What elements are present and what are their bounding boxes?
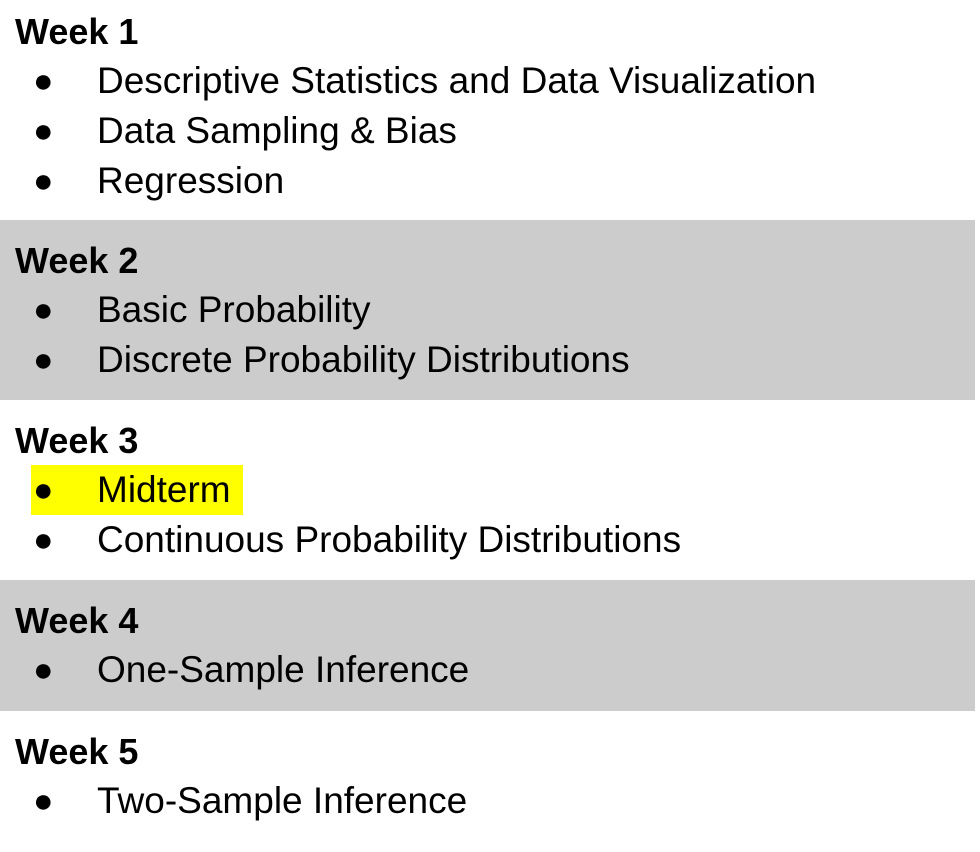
topic-label: Midterm: [97, 469, 231, 510]
topic-label: Discrete Probability Distributions: [97, 339, 630, 380]
bullet-icon: ●: [33, 62, 54, 100]
topic-label: One-Sample Inference: [97, 649, 470, 690]
topic-label: Data Sampling & Bias: [97, 110, 457, 151]
bullet-icon: ●: [33, 782, 54, 820]
week-1-section: Week 1 ● Descriptive Statistics and Data…: [0, 0, 975, 220]
topic-label: Basic Probability: [97, 289, 371, 330]
week-4-title: Week 4: [15, 600, 139, 641]
week-5-section: Week 5 ● Two-Sample Inference: [0, 711, 975, 852]
bullet-icon: ●: [33, 471, 54, 509]
bullet-icon: ●: [33, 291, 54, 329]
bullet-icon: ●: [33, 521, 54, 559]
week-5-title: Week 5: [15, 731, 139, 772]
week-2-section: Week 2 ● Basic Probability ● Discrete Pr…: [0, 220, 975, 400]
week-3-title: Week 3: [15, 420, 139, 461]
week-2-title: Week 2: [15, 240, 139, 281]
bullet-icon: ●: [33, 651, 54, 689]
bullet-icon: ●: [33, 112, 54, 150]
topic-label: Continuous Probability Distributions: [97, 519, 682, 560]
bullet-icon: ●: [33, 162, 54, 200]
week-4-section: Week 4 ● One-Sample Inference: [0, 580, 975, 711]
topic-label: Regression: [97, 160, 285, 201]
week-1-title: Week 1: [15, 11, 139, 52]
topic-label: Two-Sample Inference: [97, 780, 468, 821]
highlight-mark: [31, 465, 243, 515]
bullet-icon: ●: [33, 341, 54, 379]
week-3-section: Week 3 ● Midterm ● Continuous Probabilit…: [0, 400, 975, 580]
topic-label: Descriptive Statistics and Data Visualiz…: [97, 60, 817, 101]
